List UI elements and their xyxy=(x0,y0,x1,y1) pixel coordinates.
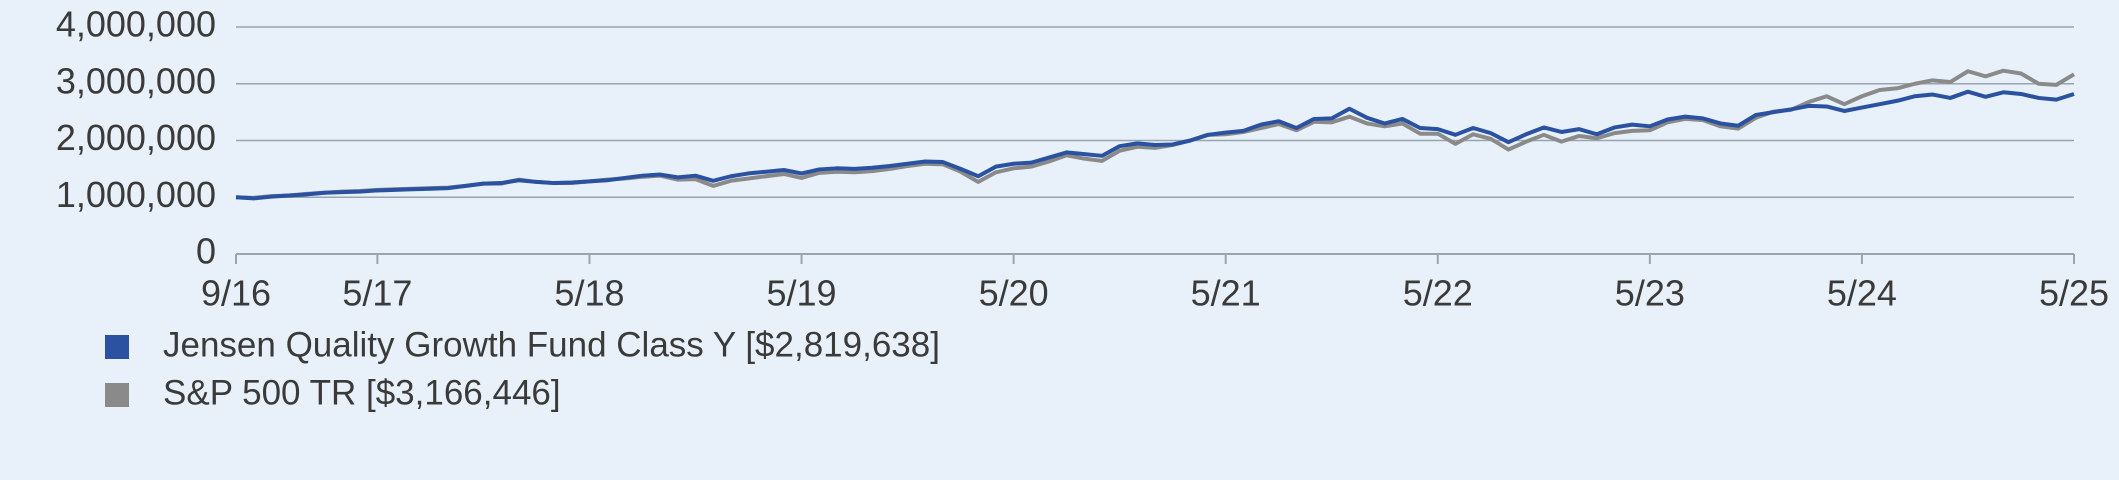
x-tick-label: 5/18 xyxy=(554,273,624,314)
x-tick-label: 5/19 xyxy=(766,273,836,314)
legend-label: Jensen Quality Growth Fund Class Y [$2,8… xyxy=(163,325,940,364)
x-tick-label: 5/23 xyxy=(1615,273,1685,314)
x-tick-label: 5/24 xyxy=(1827,273,1897,314)
y-tick-label: 1,000,000 xyxy=(56,174,216,215)
y-tick-label: 3,000,000 xyxy=(56,60,216,101)
legend-swatch xyxy=(105,335,129,359)
x-tick-label: 5/25 xyxy=(2039,273,2109,314)
x-tick-label: 5/21 xyxy=(1191,273,1261,314)
y-tick-label: 4,000,000 xyxy=(56,4,216,45)
y-tick-label: 2,000,000 xyxy=(56,117,216,158)
y-tick-label: 0 xyxy=(196,231,216,272)
legend-label: S&P 500 TR [$3,166,446] xyxy=(163,373,561,412)
x-tick-label: 9/16 xyxy=(201,273,271,314)
series-line xyxy=(235,89,2075,201)
series-line xyxy=(235,68,2076,200)
legend-swatch xyxy=(105,383,129,407)
x-tick-label: 5/17 xyxy=(342,273,412,314)
x-tick-label: 5/22 xyxy=(1403,273,1473,314)
x-tick-label: 5/20 xyxy=(979,273,1049,314)
